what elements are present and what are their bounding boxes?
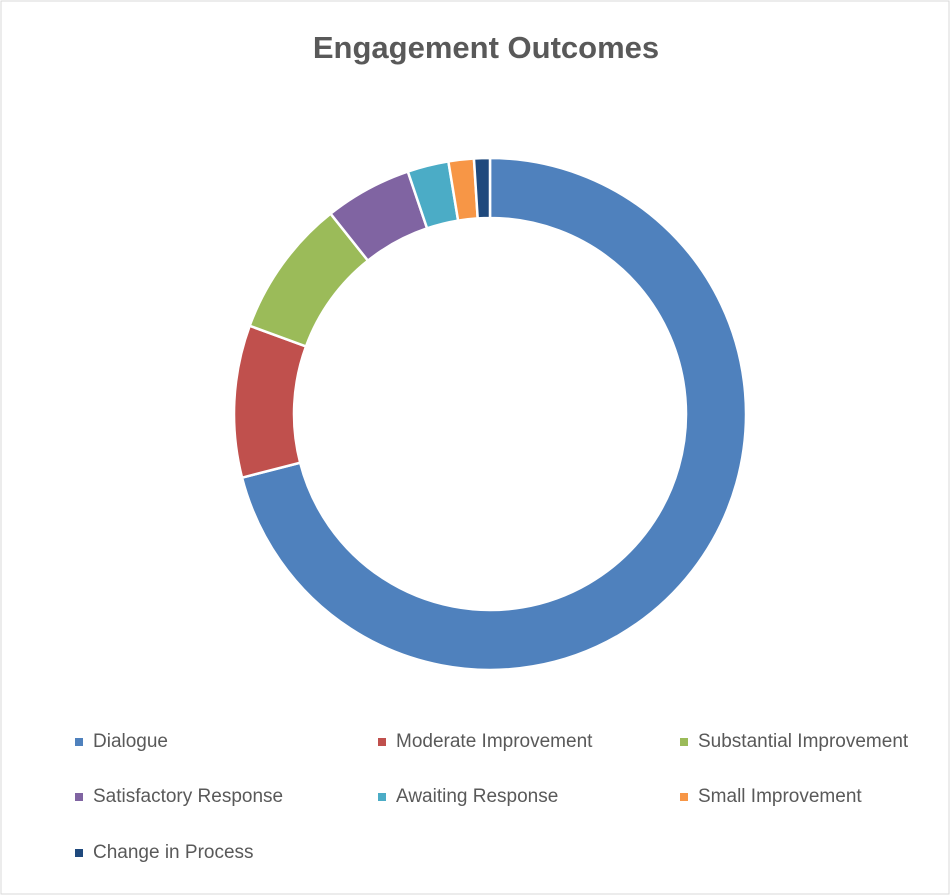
legend-marker	[378, 793, 386, 801]
legend-marker	[75, 793, 83, 801]
chart-title: Engagement Outcomes	[313, 30, 659, 65]
legend-label: Small Improvement	[698, 786, 862, 807]
legend-label: Awaiting Response	[396, 786, 558, 807]
legend-label: Substantial Improvement	[698, 731, 909, 752]
legend-label: Moderate Improvement	[396, 731, 593, 752]
legend-marker	[680, 738, 688, 746]
legend-label: Dialogue	[93, 731, 168, 752]
legend-marker	[680, 793, 688, 801]
donut-slice	[240, 156, 748, 672]
legend-marker	[75, 849, 83, 857]
donut-slice	[232, 324, 308, 480]
legend-marker	[378, 738, 386, 746]
legend-label: Satisfactory Response	[93, 786, 283, 807]
donut-slice	[472, 156, 492, 220]
legend-marker	[75, 738, 83, 746]
legend-label: Change in Process	[93, 842, 254, 863]
